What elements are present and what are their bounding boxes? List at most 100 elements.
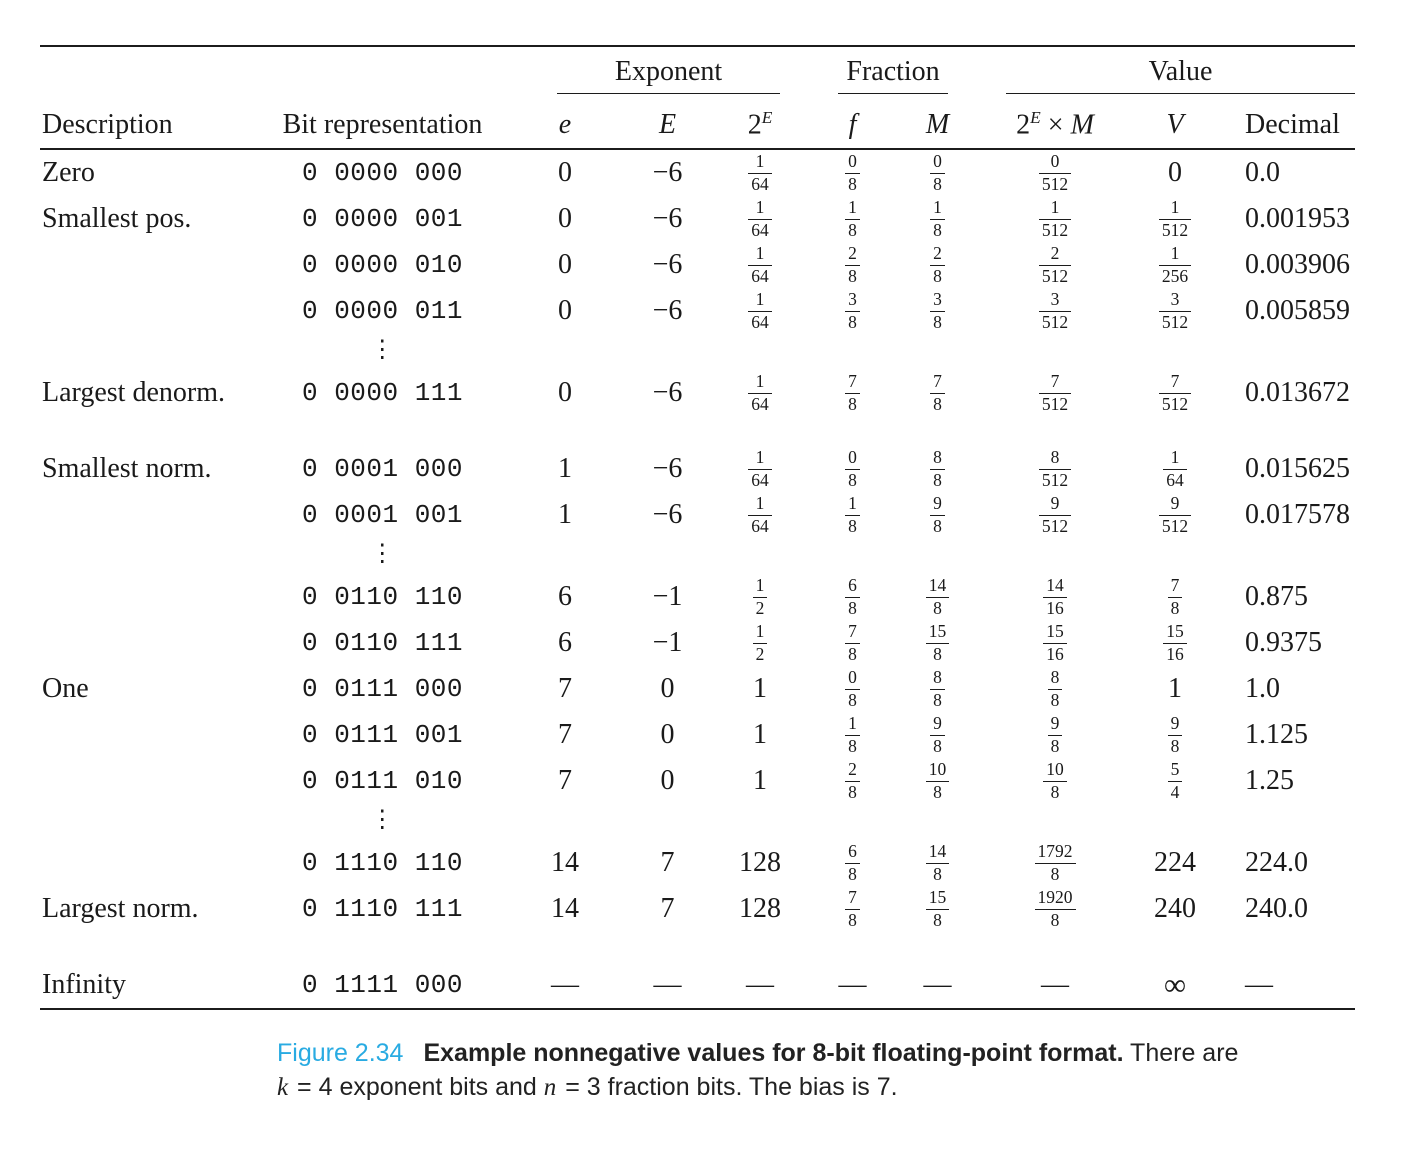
table-row: 0 0110 111 6 −1 1 2 7 8 15 8 15 16 15 16 0.9375: [40, 620, 1355, 666]
cell-M: 14 8: [895, 574, 980, 620]
cell-desc: [40, 840, 260, 886]
cell-V: 1 512: [1130, 196, 1220, 242]
cell-desc: [40, 758, 260, 804]
empty-cell: [505, 804, 625, 840]
cell-E: −1: [652, 627, 683, 658]
cell-e: 7: [558, 673, 572, 704]
table-row: Zero 0 0000 000 0 −6 1 64 0 8 0 8 0 512 0 0.0: [40, 149, 1355, 196]
fraction: 1 64: [748, 371, 772, 414]
cell-dec: 240.0: [1245, 893, 1309, 924]
cell-V: 7 512: [1130, 370, 1220, 416]
empty-cell: [895, 538, 980, 574]
column-header-E: E: [625, 94, 710, 150]
cell-bits: 0 0111 000: [301, 674, 464, 704]
cell-prod: 0 512: [980, 149, 1130, 196]
fraction: 1 512: [1158, 197, 1192, 240]
column-header-f: f: [810, 94, 896, 150]
cell-V: 9 512: [1130, 492, 1220, 538]
empty-cell: [625, 804, 710, 840]
fraction: 1 64: [748, 289, 772, 332]
table-row: Largest denorm. 0 0000 111 0 −6 1 64 7 8 7 8 7 512 7…: [40, 370, 1355, 416]
table-row: Smallest pos. 0 0000 001 0 −6 1 64 1 8 1 8 1 512 1 51…: [40, 196, 1355, 242]
empty-cell: [1220, 538, 1355, 574]
cell-desc: [40, 574, 260, 620]
cell-desc: [40, 492, 260, 538]
cell-bits: 0 0000 111: [301, 378, 464, 408]
cell-V: 15 16: [1130, 620, 1220, 666]
fraction: 10 8: [925, 759, 950, 802]
math-variable: n: [543, 1074, 557, 1101]
table-row: One 0 0111 000 7 0 1 0 8 8 8 8 8 1 1.0: [40, 666, 1355, 712]
cell-bits: 0 0001 000: [301, 454, 464, 484]
cell-pow2E: 1 64: [710, 416, 810, 492]
cell-V: 1 256: [1130, 242, 1220, 288]
cell-V: 1: [1168, 673, 1183, 704]
cell-e: 0: [558, 249, 572, 280]
cell-e: 0: [558, 203, 572, 234]
cell-e: 6: [558, 627, 572, 658]
column-header-dec: Decimal: [1220, 94, 1356, 150]
cell-dec: 1.25: [1245, 765, 1295, 796]
cell-desc: [40, 242, 260, 288]
table-row: 0 0000 011 0 −6 1 64 3 8 3 8 3 512 3 512 0.005859: [40, 288, 1355, 334]
cell-pow2E: 1: [753, 719, 768, 750]
fraction: 1 64: [748, 151, 772, 194]
cell-e: 7: [558, 765, 572, 796]
cell-bits: 0 0111 010: [301, 766, 464, 796]
cell-dec: 1.125: [1245, 719, 1309, 750]
cell-pow2E: 1 64: [710, 288, 810, 334]
empty-cell: [505, 538, 625, 574]
column-header-row: Description Bit representation e E 2E f M 2E × …: [40, 94, 1356, 150]
empty-cell: [980, 804, 1130, 840]
cell-dec: 1.0: [1245, 673, 1281, 704]
cell-bits: 0 1110 110: [301, 848, 464, 878]
cell-desc: Smallest pos.: [42, 203, 192, 234]
cell-V: 0: [1168, 157, 1183, 188]
group-header-exponent: Exponent: [505, 46, 810, 94]
cell-prod: 10 8: [980, 758, 1130, 804]
cell-E: —: [653, 969, 682, 1000]
cell-E: −6: [652, 499, 683, 530]
fraction: 1 64: [748, 493, 772, 536]
table-body: Zero 0 0000 000 0 −6 1 64 0 8 0 8 0 512 0 0.0 Smallest…: [40, 149, 1355, 1009]
group-header-row: Exponent Fraction Value: [40, 46, 1356, 94]
cell-dec: 0.9375: [1245, 627, 1323, 658]
fraction: 1 64: [1163, 447, 1187, 490]
cell-prod: 15 16: [980, 620, 1130, 666]
cell-dec: 0.875: [1245, 581, 1309, 612]
cell-dec: 0.005859: [1245, 295, 1351, 326]
cell-dec: 0.003906: [1245, 249, 1351, 280]
ellipsis-row: ⋮: [40, 538, 1355, 574]
fraction: 3 512: [1158, 289, 1192, 332]
fraction: 1 256: [1158, 243, 1192, 286]
table-row: 0 0000 010 0 −6 1 64 2 8 2 8 2 512 1 256 0.003906: [40, 242, 1355, 288]
cell-V: 240: [1154, 893, 1197, 924]
empty-cell: [810, 804, 895, 840]
cell-V: 3 512: [1130, 288, 1220, 334]
fraction: 9 512: [1158, 493, 1192, 536]
empty-cell: [710, 538, 810, 574]
fraction: 7 512: [1158, 371, 1192, 414]
cell-prod: 9 512: [980, 492, 1130, 538]
cell-E: −6: [652, 157, 683, 188]
table-row: Infinity 0 1111 000 — — — — — — ∞ —: [40, 932, 1355, 1009]
